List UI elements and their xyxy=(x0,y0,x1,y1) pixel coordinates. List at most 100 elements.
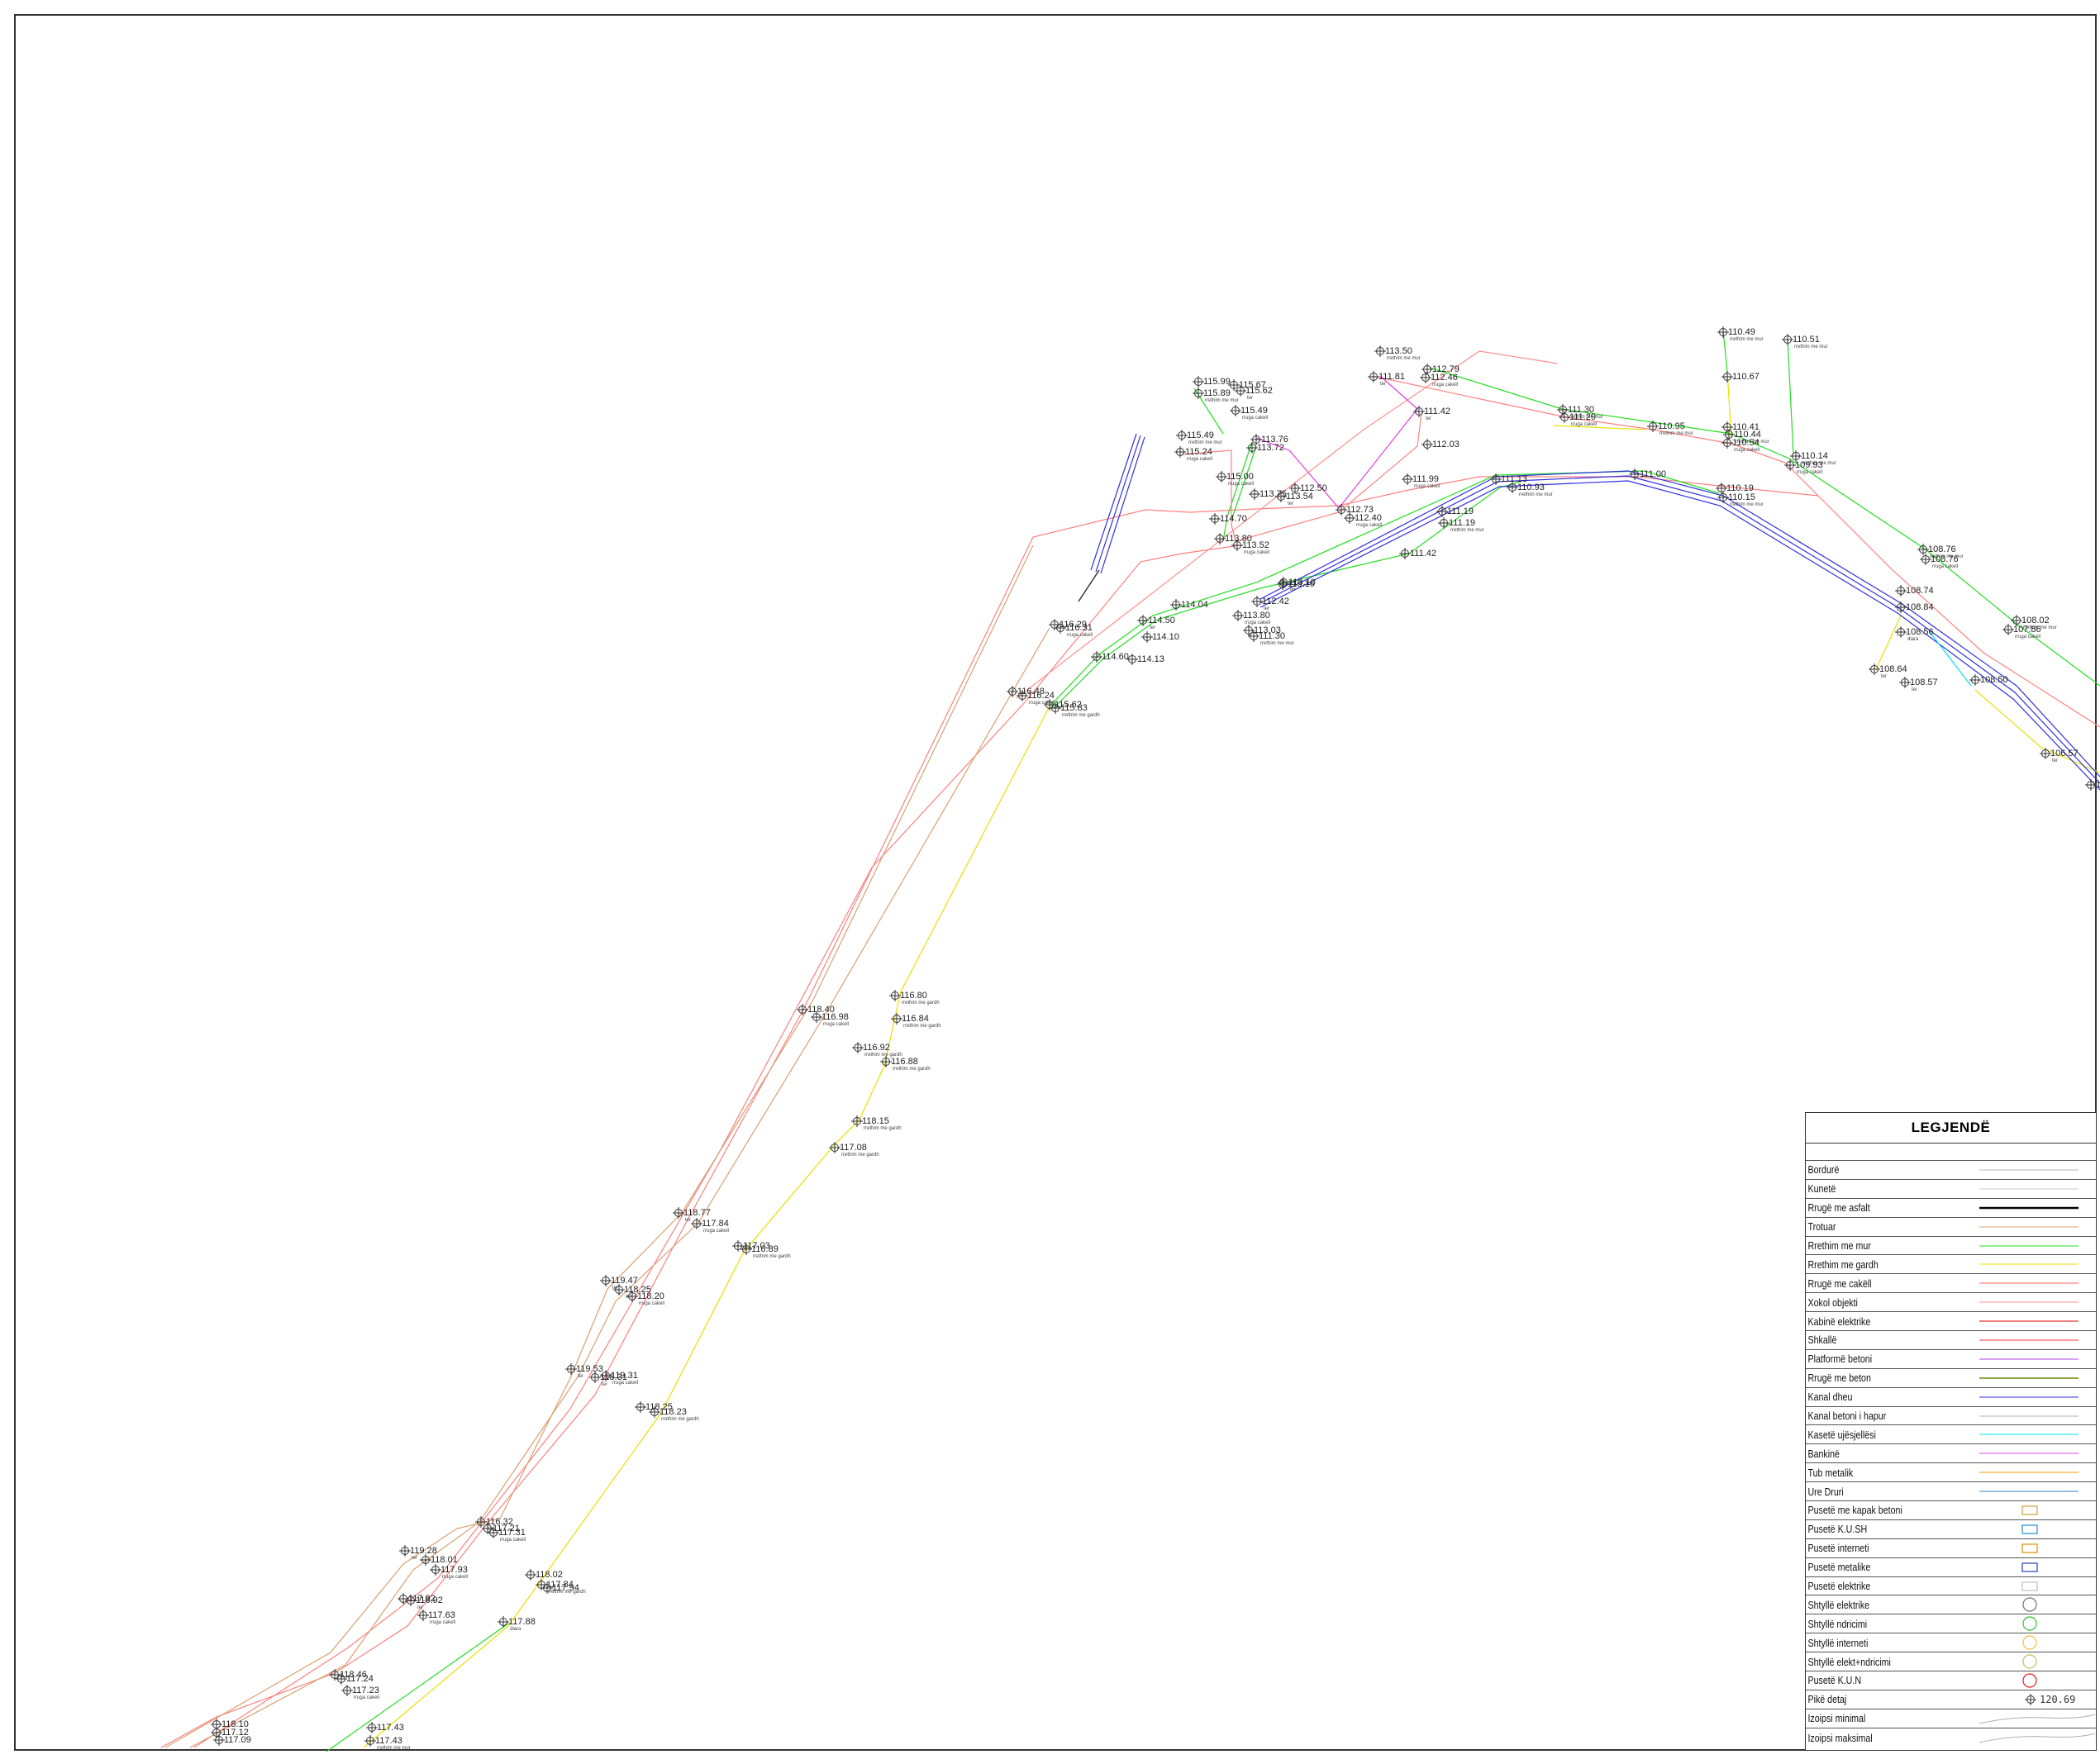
detail-point[interactable]: 113.72 xyxy=(1246,442,1284,454)
detail-point[interactable]: 118.46 xyxy=(329,1669,367,1681)
detail-point[interactable]: 118.01 xyxy=(420,1554,458,1566)
detail-point[interactable]: 114.10 xyxy=(1141,631,1179,643)
detail-point[interactable]: 115.16 xyxy=(1277,578,1315,590)
detail-point[interactable]: 108.50 xyxy=(1969,674,2008,686)
detail-point[interactable]: 114.70 xyxy=(1209,513,1247,525)
detail-point[interactable]: 117.24 xyxy=(336,1673,374,1685)
detail-point[interactable]: 111.42 xyxy=(1399,548,1436,559)
detail-point[interactable]: 108.20 xyxy=(2085,779,2100,791)
detail-point[interactable]: 112.03 xyxy=(1421,439,1460,450)
detail-point[interactable]: 115.99 xyxy=(1193,376,1231,388)
detail-point[interactable]: 118.02 xyxy=(525,1569,563,1581)
detail-point[interactable]: 114.60 xyxy=(1091,651,1129,663)
detail-point[interactable]: 114.04 xyxy=(1170,599,1208,611)
detail-point[interactable]: 116.48 xyxy=(1007,686,1045,697)
detail-point[interactable]: 113.76 xyxy=(1250,434,1288,445)
detail-point[interactable]: 112.50 xyxy=(1289,483,1327,494)
detail-point[interactable]: 110.67 xyxy=(1721,371,1760,383)
detail-point[interactable]: 117.09 xyxy=(213,1734,251,1746)
detail-point[interactable]: 112.79 xyxy=(1421,364,1460,375)
detail-point[interactable]: 117.94 xyxy=(541,1582,579,1594)
detail-point[interactable]: 108.84 xyxy=(1895,601,1934,613)
detail-point[interactable]: 111.13 xyxy=(1490,473,1527,485)
detail-point[interactable]: 113.80 xyxy=(1214,533,1252,544)
detail-point[interactable]: 113.03 xyxy=(1243,625,1281,636)
detail-point[interactable]: 114.13 xyxy=(1126,654,1164,665)
detail-point[interactable]: 118.25 xyxy=(635,1401,673,1413)
detail-point[interactable]: 111.00 xyxy=(1629,468,1666,480)
detail-point[interactable]: 117.43 xyxy=(366,1722,404,1733)
detail-point[interactable]: 115.67 xyxy=(1228,379,1266,391)
detail-point[interactable]: 117.12 xyxy=(211,1727,249,1738)
detail-point[interactable]: 111.19 xyxy=(1436,506,1474,517)
detail-point[interactable]: 108.74 xyxy=(1895,585,1934,597)
detail-point[interactable]: 112.73 xyxy=(1336,504,1374,516)
detail-point[interactable]: 110.19 xyxy=(1716,483,1754,494)
